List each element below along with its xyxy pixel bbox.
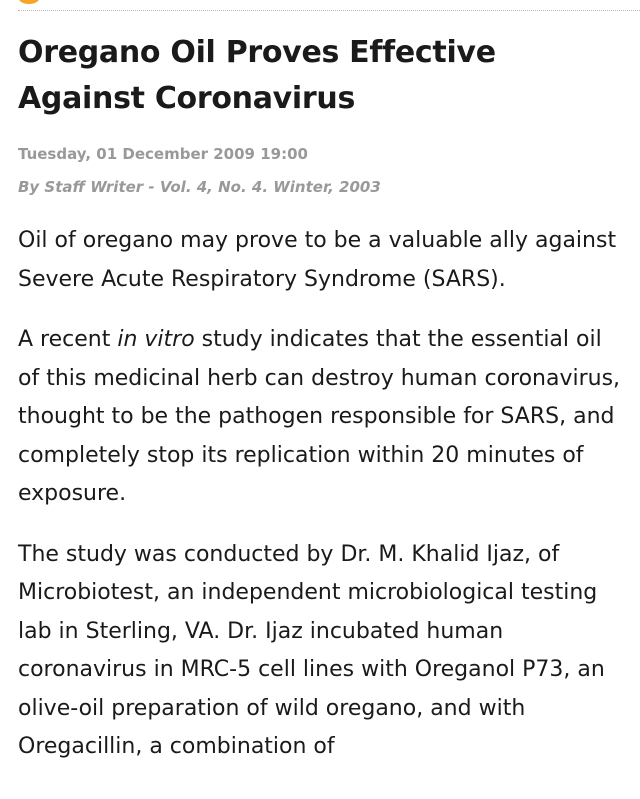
article-paragraph-2: A recent in vitro study indicates that t… — [18, 321, 626, 514]
header-strip — [0, 0, 640, 12]
header-divider — [18, 10, 640, 11]
article-title: Oregano Oil Proves Effective Against Coro… — [18, 30, 628, 122]
article-paragraph-3: The study was conducted by Dr. M. Khalid… — [18, 541, 605, 760]
article-body: Oil of oregano may prove to be a valuabl… — [18, 222, 626, 789]
paragraph-2-rest: study indicates that the essential oil o… — [18, 327, 621, 506]
article-paragraph-1: Oil of oregano may prove to be a valuabl… — [18, 228, 617, 292]
article-byline: By Staff Writer - Vol. 4, No. 4. Winter,… — [18, 178, 381, 196]
logo-mark — [18, 0, 40, 4]
article-title-line2: Against Coronavirus — [18, 81, 356, 116]
article-date: Tuesday, 01 December 2009 19:00 — [18, 145, 308, 163]
paragraph-2-lead: A recent — [18, 327, 118, 352]
paragraph-2-italic-term: in vitro — [117, 327, 195, 352]
article-title-line1: Oregano Oil Proves Effective — [18, 35, 496, 70]
